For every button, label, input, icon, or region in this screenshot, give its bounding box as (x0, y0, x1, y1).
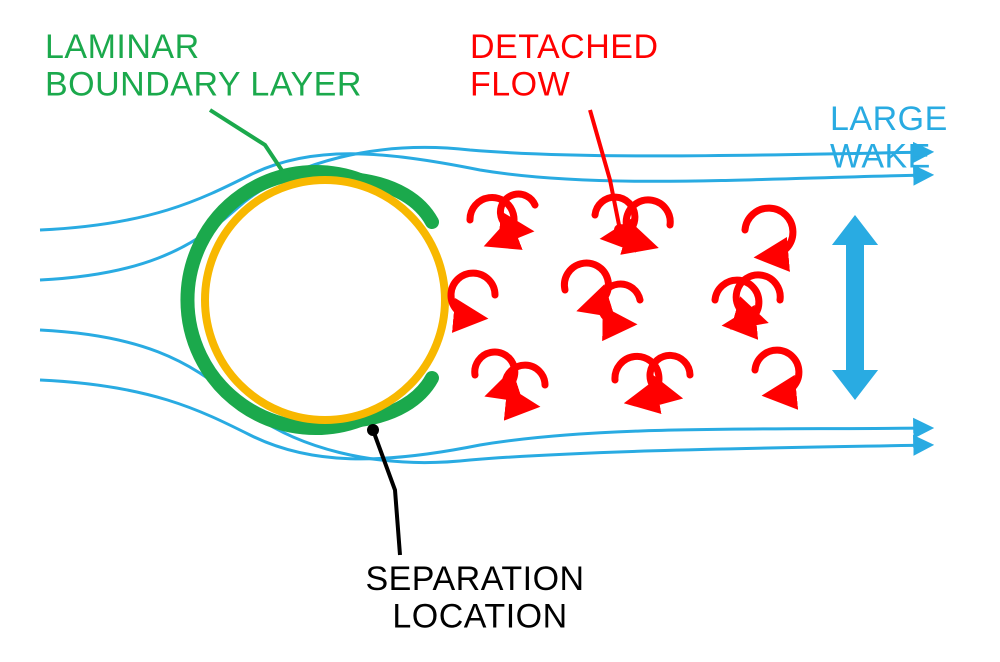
callout-dot (279, 169, 291, 181)
swirl (600, 284, 640, 324)
swirl (470, 198, 514, 240)
label-detached-flow: DETACHED FLOW (470, 28, 668, 103)
label-line: WAKE (830, 137, 931, 175)
swirl (745, 208, 793, 256)
callout-dot (367, 424, 379, 436)
streamline-bot-1 (40, 330, 930, 463)
label-line: BOUNDARY LAYER (45, 65, 362, 103)
wake-arrow-head-down (832, 370, 878, 400)
detached-flow-swirls (451, 194, 799, 405)
label-line: LAMINAR (45, 28, 200, 66)
streamlines (40, 148, 930, 463)
swirl (755, 350, 799, 394)
label-line: SEPARATION (365, 560, 584, 598)
label-line: LARGE (830, 100, 948, 138)
swirl (500, 194, 535, 230)
flow-diagram: LAMINAR BOUNDARY LAYER DETACHED FLOW LAR… (0, 0, 1000, 662)
label-line: LOCATION (392, 597, 567, 635)
label-line: DETACHED (470, 28, 659, 66)
wake-arrow-head-up (832, 215, 878, 245)
label-laminar-boundary-layer: LAMINAR BOUNDARY LAYER (45, 28, 362, 103)
labels: LAMINAR BOUNDARY LAYER DETACHED FLOW LAR… (45, 28, 958, 635)
callout-separation-line (373, 430, 400, 555)
swirl (451, 273, 495, 317)
sphere (205, 180, 445, 420)
label-large-wake: LARGE WAKE (830, 100, 958, 175)
large-wake-arrow (832, 215, 878, 400)
streamline-top-2 (40, 148, 930, 281)
label-line: FLOW (470, 65, 570, 103)
streamline-top-1 (40, 154, 930, 230)
callout-dot (614, 224, 626, 236)
label-separation-location: SEPARATION LOCATION (365, 560, 594, 635)
